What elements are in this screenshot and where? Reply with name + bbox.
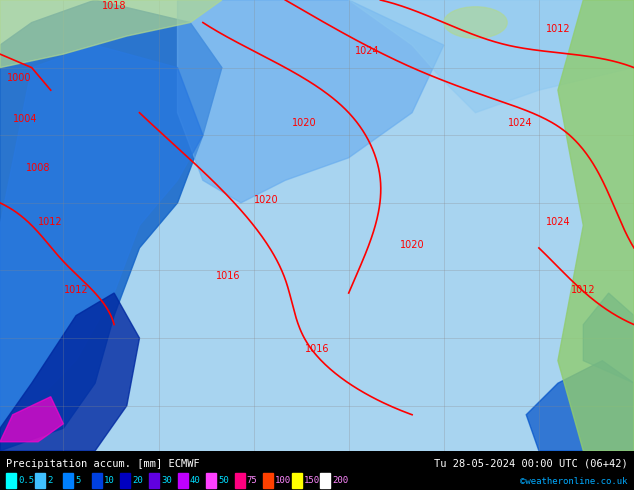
Text: 1016: 1016 (216, 271, 240, 281)
Polygon shape (526, 361, 634, 451)
Text: 200: 200 (332, 476, 348, 485)
FancyBboxPatch shape (120, 473, 131, 488)
Text: 1020: 1020 (400, 240, 424, 250)
Polygon shape (558, 0, 634, 451)
FancyBboxPatch shape (235, 473, 245, 488)
Text: 1024: 1024 (546, 218, 570, 227)
FancyBboxPatch shape (292, 473, 302, 488)
FancyBboxPatch shape (206, 473, 216, 488)
Text: 1000: 1000 (7, 73, 31, 83)
Text: 1012: 1012 (571, 285, 595, 295)
Text: 1020: 1020 (292, 118, 316, 128)
FancyBboxPatch shape (178, 473, 188, 488)
Text: 0.5: 0.5 (18, 476, 34, 485)
Text: 1012: 1012 (64, 285, 88, 295)
Text: Precipitation accum. [mm] ECMWF: Precipitation accum. [mm] ECMWF (6, 459, 200, 469)
Text: 1024: 1024 (356, 46, 380, 56)
Text: 1012: 1012 (546, 24, 570, 33)
Text: ©weatheronline.co.uk: ©weatheronline.co.uk (520, 477, 628, 486)
Polygon shape (0, 0, 222, 68)
Polygon shape (178, 0, 444, 203)
Text: 1020: 1020 (254, 195, 278, 205)
Text: 1012: 1012 (39, 218, 63, 227)
Text: 5: 5 (75, 476, 81, 485)
Text: 150: 150 (304, 476, 320, 485)
Polygon shape (0, 397, 63, 442)
FancyBboxPatch shape (320, 473, 330, 488)
Polygon shape (0, 293, 139, 451)
Text: 75: 75 (247, 476, 257, 485)
Text: 1004: 1004 (13, 114, 37, 123)
Text: 1008: 1008 (26, 163, 50, 173)
FancyBboxPatch shape (92, 473, 102, 488)
Text: 40: 40 (190, 476, 200, 485)
FancyBboxPatch shape (263, 473, 273, 488)
Text: Tu 28-05-2024 00:00 UTC (06+42): Tu 28-05-2024 00:00 UTC (06+42) (434, 459, 628, 469)
Text: 1018: 1018 (102, 1, 126, 11)
Polygon shape (349, 0, 634, 113)
Text: 30: 30 (161, 476, 172, 485)
Text: 1016: 1016 (305, 343, 329, 354)
Text: 100: 100 (275, 476, 291, 485)
Polygon shape (0, 0, 222, 451)
Text: 2: 2 (47, 476, 52, 485)
Polygon shape (583, 293, 634, 383)
Text: 1024: 1024 (508, 118, 532, 128)
Ellipse shape (444, 7, 507, 38)
Text: 50: 50 (218, 476, 229, 485)
FancyBboxPatch shape (35, 473, 45, 488)
Text: 10: 10 (104, 476, 115, 485)
Text: 20: 20 (133, 476, 143, 485)
Polygon shape (0, 45, 203, 428)
FancyBboxPatch shape (6, 473, 16, 488)
FancyBboxPatch shape (149, 473, 159, 488)
FancyBboxPatch shape (63, 473, 74, 488)
